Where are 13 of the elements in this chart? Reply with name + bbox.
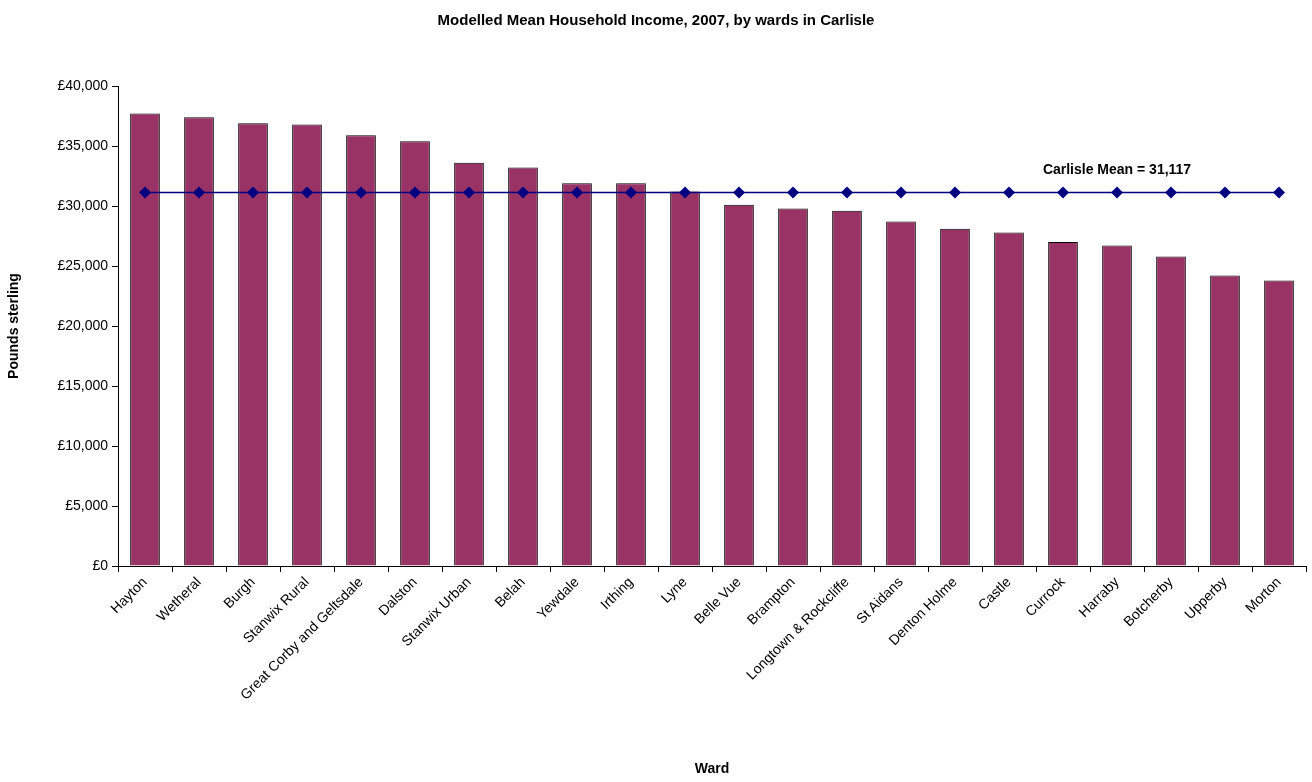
y-tick-label: £5,000 [65,496,109,513]
y-tick-label: £30,000 [57,196,109,213]
chart-title: Modelled Mean Household Income, 2007, by wards in Carlisle [437,11,875,29]
y-tick-label: £10,000 [57,436,109,453]
y-tick-label: £20,000 [57,316,109,333]
y-tick-label: £15,000 [57,376,109,393]
series-label: Carlisle Mean = 31,117 [1042,161,1192,178]
y-tick-label: £25,000 [57,256,109,273]
y-tick-label: £40,000 [57,76,109,93]
y-tick-label: £0 [92,556,109,573]
y-tick-label: £35,000 [57,136,109,153]
y-axis-title: Pounds sterling [5,273,22,379]
x-axis-title: Ward [694,760,730,777]
